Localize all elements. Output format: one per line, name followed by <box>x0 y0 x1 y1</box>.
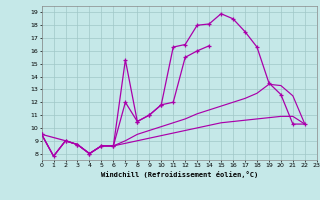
X-axis label: Windchill (Refroidissement éolien,°C): Windchill (Refroidissement éolien,°C) <box>100 171 258 178</box>
